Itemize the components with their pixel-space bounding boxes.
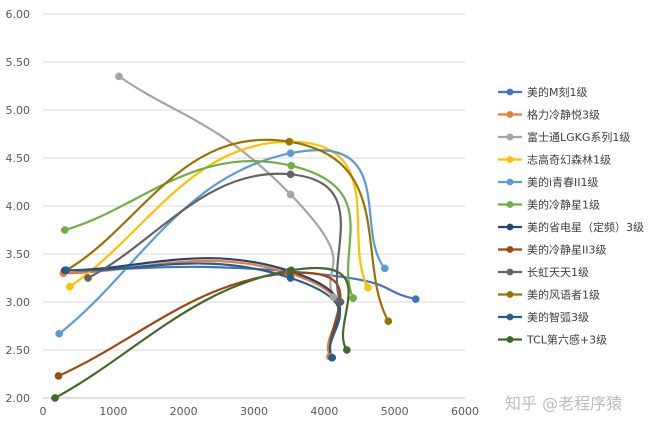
data-point-s11-p2 bbox=[286, 274, 295, 282]
legend-label: 志高奇幻森林1级 bbox=[527, 153, 611, 167]
data-point-s12-p1 bbox=[51, 394, 59, 402]
y-tick-label: 3.00 bbox=[6, 296, 31, 309]
data-point-s5-p1 bbox=[55, 329, 64, 338]
x-tick-label: 6000 bbox=[451, 405, 479, 418]
legend-swatch-marker-8 bbox=[506, 246, 514, 253]
data-point-s6-p1 bbox=[60, 226, 69, 234]
data-point-s3-p3 bbox=[329, 293, 338, 302]
legend-label: 美的M刻1级 bbox=[527, 85, 588, 99]
legend-label: 美的智弧3级 bbox=[527, 310, 589, 324]
data-point-s4-p3 bbox=[364, 283, 372, 292]
legend-swatch-marker-11 bbox=[506, 313, 514, 321]
data-point-s6-p2 bbox=[287, 161, 296, 170]
data-point-s6-p3 bbox=[349, 294, 358, 303]
x-tick-label: 0 bbox=[40, 405, 47, 418]
legend: 美的M刻1级格力冷静悦3级富士通LGKG系列1级志高奇幻森林1级美的i青春II1… bbox=[498, 85, 644, 347]
x-tick-label: 1000 bbox=[99, 405, 127, 418]
x-tick-label: 3000 bbox=[240, 405, 268, 418]
x-tick-label: 4000 bbox=[310, 405, 338, 418]
x-tick-label: 2000 bbox=[170, 405, 198, 418]
legend-label: 美的省电星（定频）3级 bbox=[527, 220, 644, 234]
series-line-12 bbox=[53, 267, 350, 400]
data-point-s10-p2 bbox=[285, 137, 294, 146]
y-axis: 2.00 2.50 3.00 3.50 4.00 4.50 5.00 5.50 6.00 bbox=[6, 8, 31, 405]
data-point-s9-p3 bbox=[336, 298, 345, 306]
y-tick-label: 4.50 bbox=[6, 152, 31, 165]
legend-swatch-marker-10 bbox=[506, 291, 514, 298]
legend-label: 美的冷静星1级 bbox=[527, 198, 600, 212]
legend-swatch-marker-9 bbox=[506, 268, 514, 276]
series-markers bbox=[51, 72, 420, 402]
legend-label: 美的i青春II1级 bbox=[527, 175, 599, 189]
legend-label: 美的风语者1级 bbox=[527, 288, 600, 302]
y-tick-label: 4.00 bbox=[6, 200, 31, 213]
legend-label: TCL第六感+3级 bbox=[526, 333, 607, 347]
series-line-2 bbox=[62, 259, 340, 358]
y-tick-label: 5.00 bbox=[6, 104, 31, 117]
data-point-s3-p1 bbox=[115, 72, 123, 81]
data-point-s5-p3 bbox=[380, 264, 389, 273]
data-point-s12-p2 bbox=[287, 266, 296, 275]
x-tick-label: 5000 bbox=[381, 405, 409, 418]
legend-swatch-marker-3 bbox=[506, 133, 514, 141]
legend-label: 富士通LGKG系列1级 bbox=[527, 130, 630, 144]
y-tick-label: 3.50 bbox=[6, 248, 31, 261]
data-point-s12-p3 bbox=[342, 346, 351, 354]
legend-swatch-marker-6 bbox=[506, 201, 514, 208]
legend-swatch-marker-7 bbox=[506, 223, 514, 231]
data-point-s9-p1 bbox=[84, 274, 92, 282]
legend-swatch-marker-4 bbox=[506, 156, 514, 163]
y-tick-label: 6.00 bbox=[6, 8, 31, 21]
legend-swatch-marker-2 bbox=[506, 111, 514, 118]
data-point-s3-p2 bbox=[286, 190, 295, 199]
watermark: 知乎 @老程序猿 bbox=[505, 394, 622, 413]
legend-label: 美的冷静星II3级 bbox=[527, 243, 607, 257]
legend-label: 长虹天天1级 bbox=[527, 266, 589, 279]
y-tick-label: 2.00 bbox=[6, 392, 31, 405]
data-point-s1-p3 bbox=[411, 295, 420, 303]
legend-label: 格力冷静悦3级 bbox=[527, 108, 600, 122]
data-point-s4-p1 bbox=[65, 282, 74, 291]
data-point-s8-p1 bbox=[54, 372, 63, 380]
y-tick-label: 5.50 bbox=[6, 56, 31, 69]
legend-swatch-marker-12 bbox=[506, 336, 514, 343]
legend-swatch-marker-1 bbox=[506, 88, 514, 96]
series-line-8 bbox=[57, 271, 342, 377]
series-line-11 bbox=[65, 262, 341, 359]
data-point-s5-p2 bbox=[286, 149, 295, 158]
data-point-s11-p1 bbox=[62, 266, 71, 275]
x-axis: 0 1000 2000 3000 4000 5000 6000 bbox=[40, 397, 479, 418]
series-line-5 bbox=[58, 149, 386, 335]
data-point-s9-p2 bbox=[286, 170, 295, 179]
data-point-s10-p3 bbox=[384, 317, 393, 326]
data-point-s11-p3 bbox=[328, 353, 336, 362]
y-tick-label: 2.50 bbox=[6, 344, 31, 357]
gridlines bbox=[43, 13, 465, 399]
legend-swatch-marker-5 bbox=[506, 178, 514, 186]
